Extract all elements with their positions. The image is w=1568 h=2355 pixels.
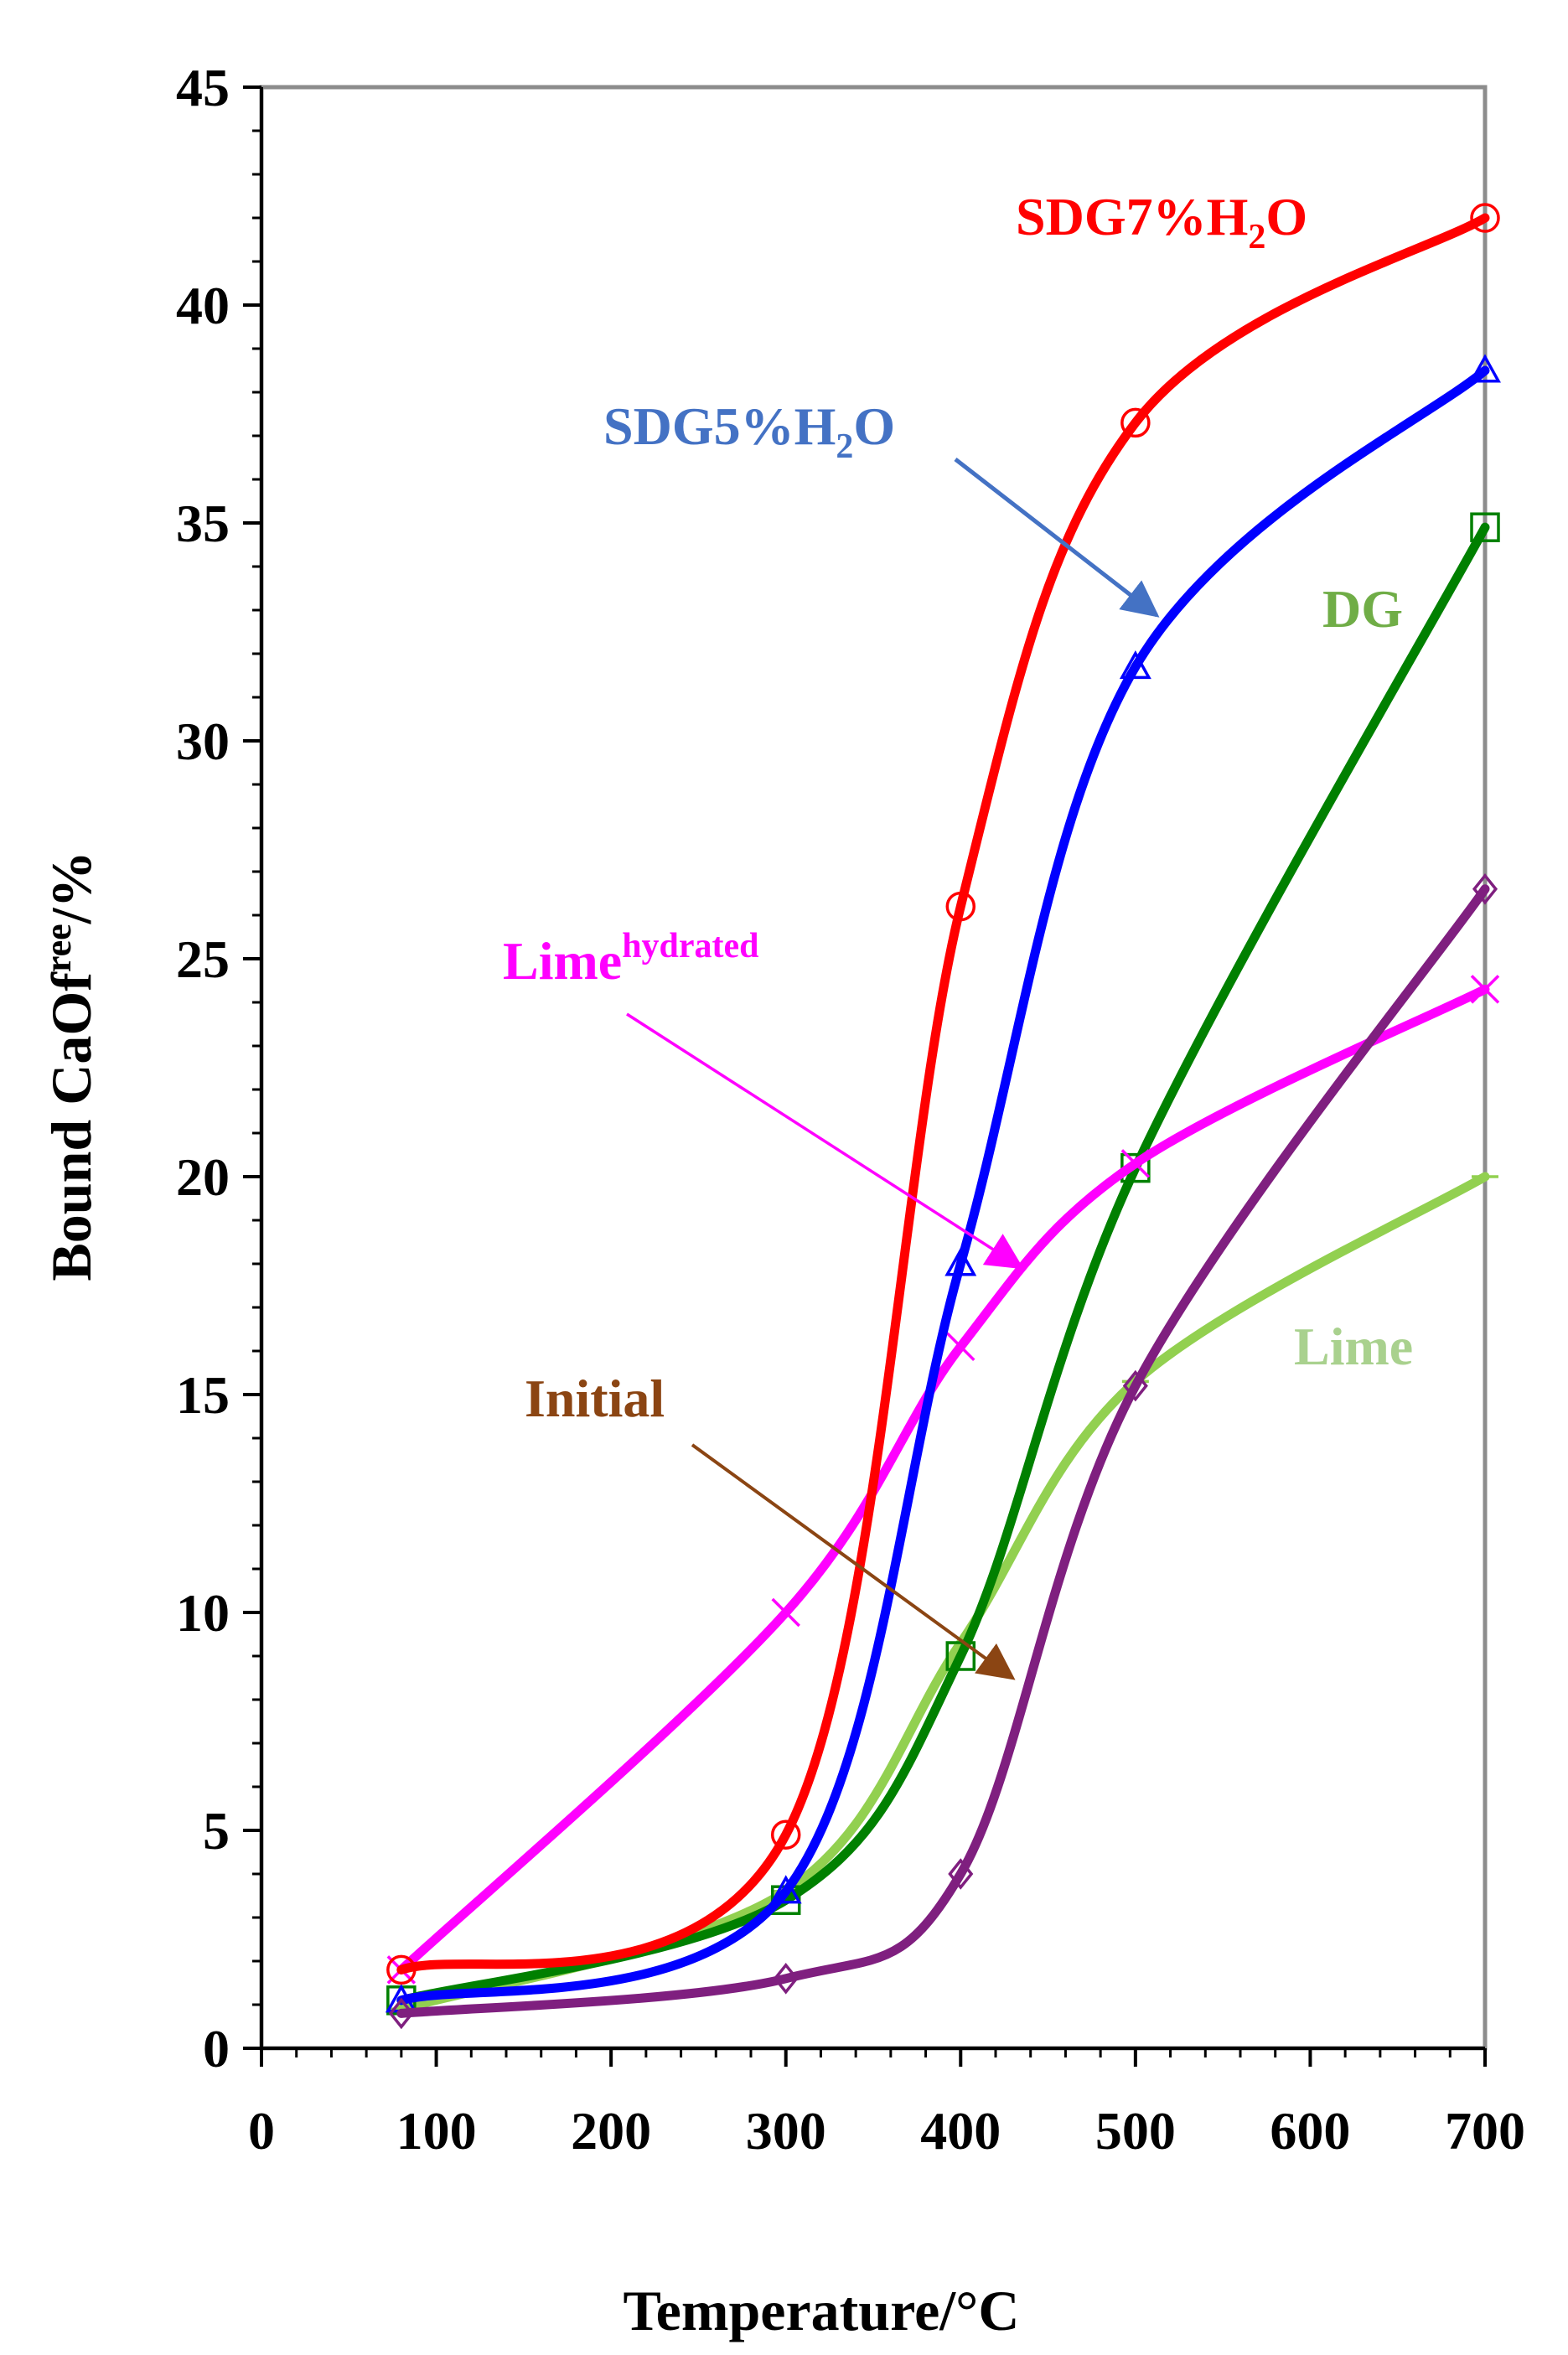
data-point-triangle <box>769 1875 802 1904</box>
y-tick-label: 45 <box>176 58 230 117</box>
series-line <box>396 884 1490 2018</box>
series-sdg5-h2o <box>385 354 1501 2013</box>
x-tick-label: 100 <box>396 2101 477 2161</box>
series-line <box>396 213 1490 1975</box>
label-main: SDG7%H <box>1016 187 1248 246</box>
label-suffix: O <box>853 396 895 456</box>
data-point-square <box>1470 512 1500 542</box>
label-main: Lime <box>503 931 622 991</box>
label-lime: Lime <box>1294 1317 1413 1376</box>
label-main: SDG5%H <box>603 396 836 456</box>
x-tick-label: 600 <box>1270 2101 1350 2161</box>
data-point-triangle <box>944 1247 977 1276</box>
data-point-circle <box>386 1954 417 1985</box>
y-tick-label: 5 <box>203 1801 230 1861</box>
series-initial <box>388 872 1498 2030</box>
x-tick-label: 700 <box>1445 2101 1525 2161</box>
y-tick-label: 20 <box>176 1147 230 1207</box>
data-point-circle <box>770 1819 801 1850</box>
data-point-x <box>946 1332 975 1362</box>
y-axis-title-suffix: /% <box>39 851 103 924</box>
data-point-circle <box>945 891 976 922</box>
annotation-arrow <box>954 458 1160 618</box>
plot-area <box>259 85 1488 2051</box>
annotation-arrow <box>626 1012 1024 1270</box>
data-point-diamond <box>1122 1369 1148 1402</box>
label-initial: Initial <box>525 1369 665 1428</box>
x-tick-label: 400 <box>920 2101 1001 2161</box>
y-tick-label: 0 <box>203 2019 230 2078</box>
annotations-layer: SDG7%H2OSDG5%H2ODGLimehydratedLimeInitia… <box>503 187 1413 1680</box>
y-tick-label: 25 <box>176 929 230 989</box>
data-point-square <box>945 1641 976 1671</box>
data-point-diamond <box>948 1858 974 1890</box>
data-point-circle <box>1120 407 1151 438</box>
data-point-x <box>771 1597 800 1628</box>
series-line <box>396 984 1490 1975</box>
y-axis-title-main: Bound CaOf <box>39 971 103 1281</box>
label-sdg5: SDG5%H2O <box>603 396 895 466</box>
y-tick-label: 10 <box>176 1583 230 1643</box>
data-point-diamond <box>388 1997 414 2030</box>
plot-frame <box>259 85 1488 2051</box>
annotation-arrow <box>691 1443 1016 1680</box>
label-lime-hydrated: Limehydrated <box>503 927 759 991</box>
y-tick-label: 40 <box>176 276 230 335</box>
x-tick-label: 500 <box>1095 2101 1176 2161</box>
y-tick-label: 35 <box>176 494 230 553</box>
y-axis-title: Bound CaOfree/% <box>38 851 103 1281</box>
data-point-x <box>1470 975 1500 1004</box>
label-sdg7: SDG7%H2O <box>1016 187 1307 256</box>
label-subscript: 2 <box>1248 218 1265 256</box>
x-tick-label: 0 <box>248 2101 275 2161</box>
label-suffix: O <box>1265 187 1307 246</box>
label-dg: DG <box>1322 579 1403 639</box>
data-point-triangle <box>1469 354 1501 383</box>
label-subscript: 2 <box>836 427 853 466</box>
data-point-diamond <box>1472 872 1498 905</box>
series-line <box>396 522 1490 2006</box>
x-tick-label: 200 <box>571 2101 651 2161</box>
data-point-triangle <box>1119 650 1151 680</box>
data-point-x <box>1120 1149 1151 1178</box>
series-sdg7-h2o <box>386 203 1500 1985</box>
data-point-diamond <box>773 1962 799 1995</box>
series-layer <box>385 203 1501 2030</box>
x-axis-title: Temperature/°C <box>624 2279 1020 2342</box>
y-axis-title-sup: ree <box>38 924 79 972</box>
series-line <box>396 365 1490 2006</box>
axis-ticks: 0 5 10 15 20 25 30 35 40 45 0 100 200 300 400 500 600 700 <box>176 58 1525 2161</box>
y-tick-label: 30 <box>176 712 230 771</box>
label-superscript: hydrated <box>622 927 758 965</box>
x-tick-label: 300 <box>746 2101 826 2161</box>
data-point-circle <box>1470 203 1500 233</box>
y-tick-label: 15 <box>176 1365 230 1425</box>
